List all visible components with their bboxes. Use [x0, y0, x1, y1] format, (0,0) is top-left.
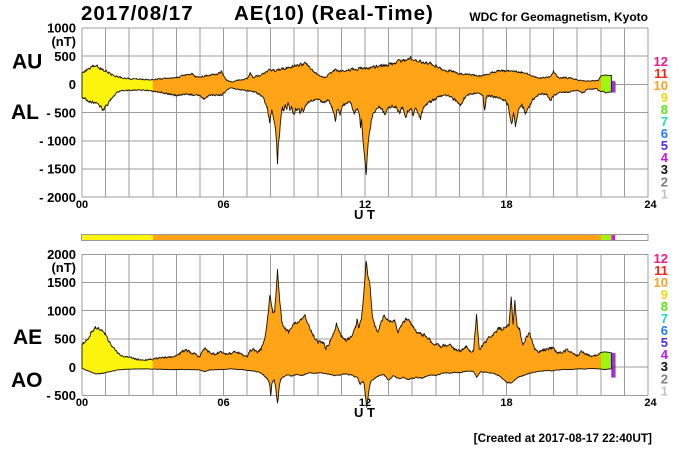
- svg-text:18: 18: [500, 397, 512, 409]
- svg-text:3: 3: [661, 359, 668, 374]
- svg-text:- 1500: - 1500: [39, 162, 76, 177]
- svg-text:9: 9: [661, 287, 668, 302]
- svg-text:AE: AE: [13, 326, 42, 349]
- svg-text:11: 11: [654, 66, 668, 81]
- svg-text:- 1000: - 1000: [39, 134, 76, 149]
- svg-text:06: 06: [217, 397, 229, 409]
- svg-text:9: 9: [661, 90, 668, 105]
- svg-text:- 500: - 500: [46, 388, 76, 403]
- svg-text:U T: U T: [354, 207, 375, 222]
- svg-text:1: 1: [661, 186, 668, 201]
- svg-text:WDC for Geomagnetism, Kyoto: WDC for Geomagnetism, Kyoto: [469, 10, 648, 24]
- svg-text:06: 06: [217, 199, 229, 211]
- svg-text:12: 12: [654, 251, 668, 266]
- svg-text:12: 12: [654, 54, 668, 69]
- svg-text:5: 5: [661, 138, 668, 153]
- svg-text:AO: AO: [11, 369, 43, 392]
- svg-text:- 2000: - 2000: [39, 190, 76, 205]
- svg-text:1500: 1500: [47, 275, 76, 290]
- svg-text:2017/08/17: 2017/08/17: [81, 2, 194, 25]
- svg-text:[Created at 2017-08-17 22:40UT: [Created at 2017-08-17 22:40UT]: [474, 431, 652, 445]
- svg-text:(nT): (nT): [51, 260, 76, 275]
- svg-text:500: 500: [54, 49, 76, 64]
- svg-text:(nT): (nT): [51, 34, 76, 49]
- svg-text:1: 1: [661, 383, 668, 398]
- svg-text:6: 6: [661, 323, 668, 338]
- svg-text:24: 24: [644, 199, 657, 211]
- svg-text:0: 0: [69, 360, 76, 375]
- svg-text:5: 5: [661, 335, 668, 350]
- svg-text:00: 00: [76, 199, 88, 211]
- svg-text:2: 2: [661, 174, 668, 189]
- svg-text:7: 7: [661, 311, 668, 326]
- svg-text:11: 11: [654, 263, 668, 278]
- svg-text:AL: AL: [11, 101, 39, 124]
- svg-text:18: 18: [500, 199, 512, 211]
- svg-text:500: 500: [54, 332, 76, 347]
- svg-text:1000: 1000: [47, 21, 76, 36]
- svg-text:4: 4: [661, 347, 669, 362]
- svg-text:U T: U T: [354, 405, 375, 420]
- svg-text:7: 7: [661, 114, 668, 129]
- svg-text:00: 00: [76, 397, 88, 409]
- svg-text:2000: 2000: [47, 247, 76, 262]
- svg-text:10: 10: [654, 275, 668, 290]
- svg-text:AE(10) (Real-Time): AE(10) (Real-Time): [234, 2, 434, 25]
- svg-text:8: 8: [661, 299, 668, 314]
- svg-text:2: 2: [661, 371, 668, 386]
- svg-text:- 500: - 500: [46, 105, 76, 120]
- svg-text:AU: AU: [12, 51, 42, 74]
- svg-text:24: 24: [644, 397, 657, 409]
- svg-text:10: 10: [654, 78, 668, 93]
- svg-text:12: 12: [359, 199, 371, 211]
- svg-text:8: 8: [661, 102, 668, 117]
- svg-text:0: 0: [69, 77, 76, 92]
- svg-text:1000: 1000: [47, 303, 76, 318]
- svg-text:3: 3: [661, 162, 668, 177]
- svg-text:4: 4: [661, 150, 669, 165]
- svg-text:6: 6: [661, 126, 668, 141]
